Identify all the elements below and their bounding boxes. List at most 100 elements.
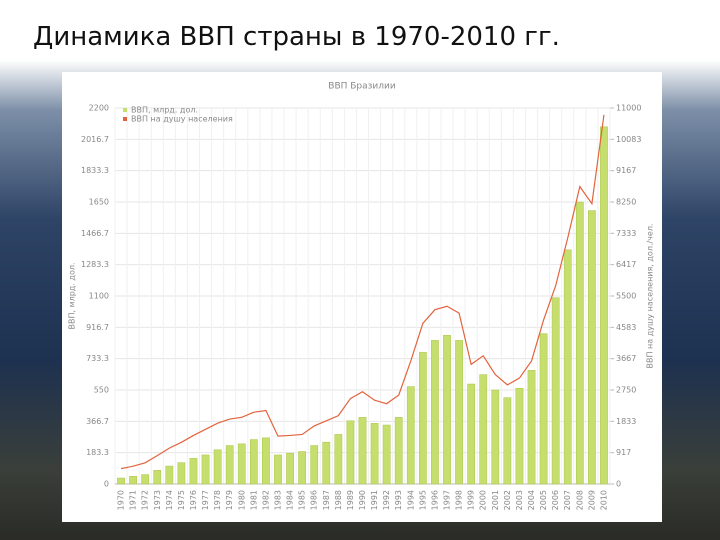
bar — [225, 445, 234, 485]
x-tick-label: 1984 — [286, 490, 295, 510]
bar — [346, 420, 355, 485]
y2-axis-label: ВВП на душу населения, дол./чел. — [646, 224, 655, 369]
bar — [298, 451, 307, 485]
y2-tick-label: 4583 — [616, 323, 636, 332]
x-tick-label: 1982 — [261, 490, 270, 510]
x-tick-label: 2009 — [587, 490, 596, 510]
bar — [189, 458, 198, 485]
x-tick-label: 2007 — [563, 490, 572, 510]
bar — [575, 201, 584, 485]
x-tick-label: 2002 — [503, 490, 512, 510]
x-tick-label: 1975 — [177, 490, 186, 510]
x-tick-label: 2001 — [491, 490, 500, 510]
y-tick-label: 366.7 — [86, 417, 109, 426]
x-tick-label: 1974 — [165, 490, 174, 510]
bar — [431, 340, 439, 485]
bar — [334, 434, 343, 485]
x-tick-label: 1987 — [322, 490, 331, 510]
legend-label: ВВП на душу населения — [131, 115, 233, 124]
y-tick-label: 1283.3 — [81, 260, 109, 269]
x-tick-label: 2003 — [515, 490, 524, 510]
y2-tick-label: 2750 — [616, 386, 636, 395]
x-tick-label: 2000 — [479, 490, 488, 510]
x-tick-label: 1980 — [237, 490, 246, 510]
y-tick-label: 1466.7 — [81, 229, 109, 238]
x-tick-label: 1983 — [273, 490, 282, 510]
y-tick-label: 0 — [104, 480, 109, 489]
bar — [467, 383, 476, 485]
x-tick-label: 1970 — [117, 490, 126, 510]
bar — [418, 352, 427, 485]
y-axis-label: ВВП, млрд. дол. — [68, 262, 77, 329]
bar — [455, 340, 463, 485]
x-tick-label: 1989 — [346, 490, 355, 510]
bar — [177, 462, 186, 485]
bar — [153, 470, 162, 485]
bar — [527, 370, 536, 485]
y-tick-label: 2200 — [89, 104, 109, 113]
bar — [406, 386, 415, 485]
y2-tick-label: 8250 — [616, 198, 636, 207]
x-tick-label: 1990 — [358, 490, 367, 510]
bar — [358, 417, 367, 485]
x-tick-label: 1998 — [455, 490, 464, 510]
x-tick-label: 1979 — [225, 490, 234, 510]
x-tick-label: 1977 — [201, 490, 210, 510]
chart-title: ВВП Бразилии — [328, 82, 396, 92]
x-tick-label: 1995 — [418, 490, 427, 510]
bar — [491, 389, 500, 485]
y2-tick-label: 0 — [616, 480, 621, 489]
y-tick-label: 916.7 — [86, 323, 109, 332]
bar — [515, 388, 524, 485]
y2-tick-label: 9167 — [616, 166, 636, 175]
y-tick-label: 1100 — [89, 292, 109, 301]
x-tick-label: 2006 — [551, 490, 560, 510]
bar — [165, 465, 174, 485]
x-tick-label: 2004 — [527, 490, 536, 510]
y2-tick-label: 6417 — [616, 260, 636, 269]
y2-tick-label: 5500 — [616, 292, 636, 301]
x-tick-label: 2005 — [539, 490, 548, 510]
bar — [539, 333, 548, 485]
y-tick-label: 733.3 — [86, 354, 109, 363]
bar — [600, 126, 608, 485]
slide-title: Динамика ВВП страны в 1970-2010 гг. — [33, 22, 560, 52]
y2-tick-label: 1833 — [616, 417, 636, 426]
bar — [141, 474, 150, 485]
legend-swatch — [123, 108, 127, 112]
bar — [117, 477, 125, 485]
bar — [479, 374, 488, 485]
bar — [274, 454, 282, 485]
y-tick-label: 1650 — [89, 198, 109, 207]
x-tick-label: 1981 — [249, 490, 258, 510]
y2-tick-label: 11000 — [616, 104, 641, 113]
y-tick-label: 2016.7 — [81, 135, 109, 144]
bar — [201, 454, 210, 485]
bar — [129, 476, 137, 485]
bar — [310, 445, 319, 485]
x-tick-label: 1988 — [334, 490, 343, 510]
y2-tick-label: 7333 — [616, 229, 636, 238]
y2-tick-label: 10083 — [616, 135, 641, 144]
x-tick-label: 1971 — [129, 490, 138, 510]
x-tick-label: 1992 — [382, 490, 391, 510]
x-tick-label: 1986 — [310, 490, 319, 510]
x-tick-label: 1994 — [406, 490, 415, 510]
x-tick-label: 1993 — [394, 490, 403, 510]
y-tick-label: 1833.3 — [81, 166, 109, 175]
legend-swatch — [123, 117, 127, 121]
y-tick-label: 183.3 — [86, 448, 109, 457]
x-tick-label: 2010 — [599, 490, 608, 510]
x-tick-label: 1991 — [370, 490, 379, 510]
bar — [249, 439, 258, 485]
bar — [213, 449, 222, 485]
y2-tick-label: 3667 — [616, 354, 636, 363]
y2-tick-label: 917 — [616, 448, 631, 457]
bar — [262, 437, 270, 485]
legend-label: ВВП, млрд. дол. — [131, 106, 198, 115]
x-tick-label: 1999 — [467, 490, 476, 510]
bar — [563, 249, 572, 485]
x-tick-label: 1996 — [430, 490, 439, 510]
x-tick-label: 1976 — [189, 490, 198, 510]
